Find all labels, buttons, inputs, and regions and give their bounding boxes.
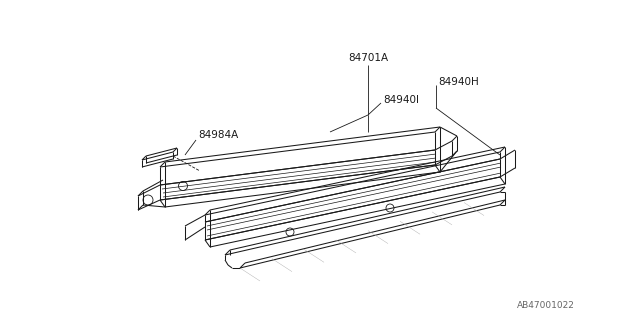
Text: 84701A: 84701A (348, 53, 388, 63)
Text: 84940H: 84940H (438, 77, 479, 87)
Text: 84984A: 84984A (198, 130, 238, 140)
Text: AB47001022: AB47001022 (517, 300, 575, 309)
Text: 84940I: 84940I (383, 95, 419, 105)
